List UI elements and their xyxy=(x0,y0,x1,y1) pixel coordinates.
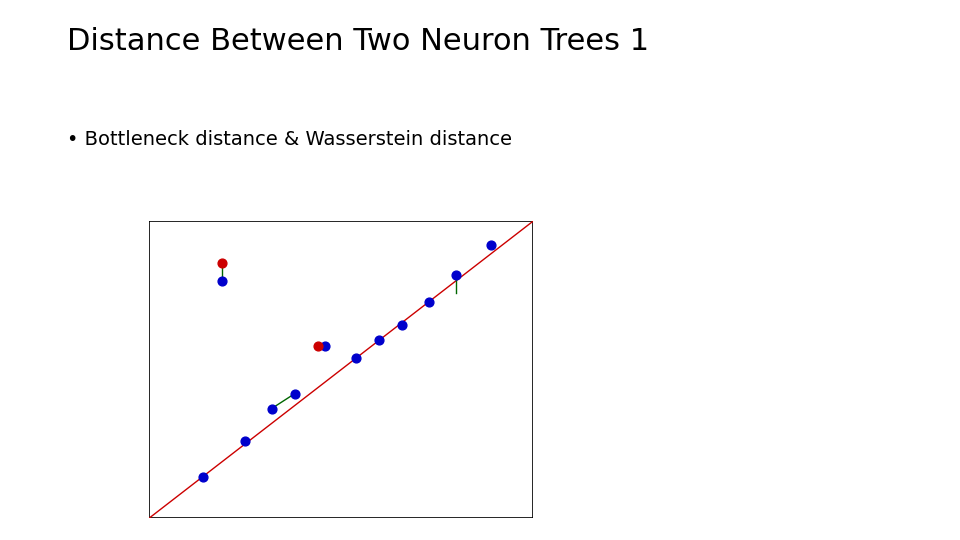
Text: • Bottleneck distance & Wasserstein distance: • Bottleneck distance & Wasserstein dist… xyxy=(67,130,513,148)
Point xyxy=(264,404,279,413)
Point xyxy=(214,276,229,285)
Point xyxy=(372,336,387,345)
Point xyxy=(318,342,333,350)
Point xyxy=(310,342,325,350)
Point xyxy=(448,271,464,279)
Point xyxy=(395,321,410,329)
Point xyxy=(287,389,302,398)
Point xyxy=(195,472,210,481)
Point xyxy=(348,354,364,362)
Point xyxy=(483,241,498,249)
Point xyxy=(237,437,252,445)
Text: Distance Between Two Neuron Trees 1: Distance Between Two Neuron Trees 1 xyxy=(67,27,649,56)
Point xyxy=(214,259,229,267)
Point xyxy=(421,297,437,306)
